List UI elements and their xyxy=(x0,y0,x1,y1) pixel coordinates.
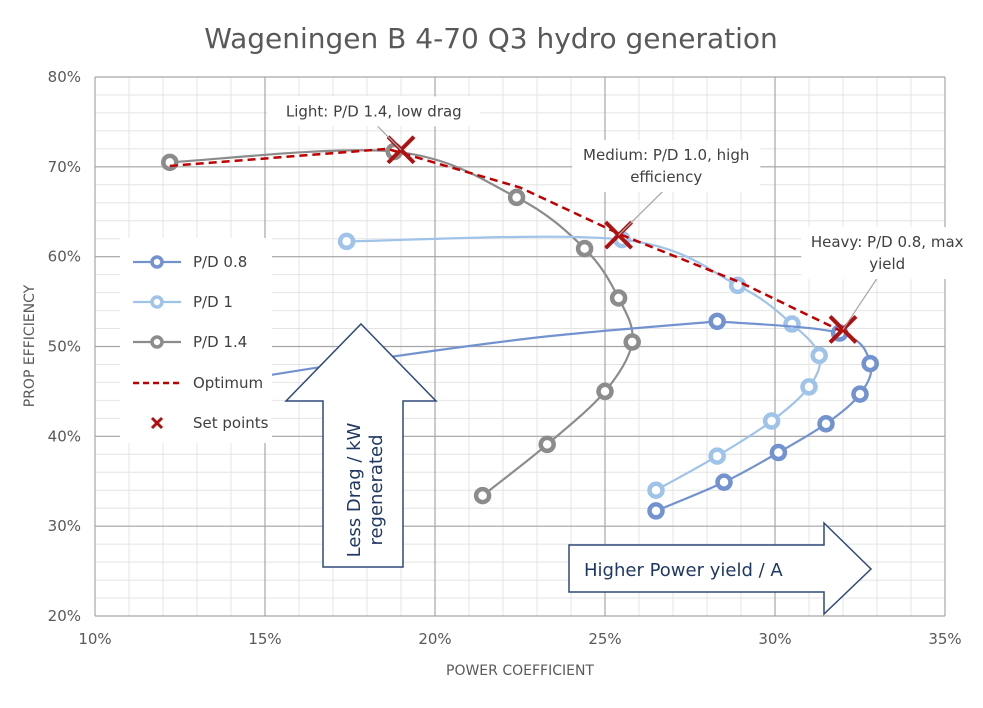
up-arrow-callout-line: Less Drag / kW xyxy=(344,422,365,557)
x-tick-label: 15% xyxy=(248,630,281,648)
legend-box xyxy=(120,238,272,443)
data-point-pd-1 xyxy=(800,378,818,396)
data-point-pd-1 xyxy=(647,481,665,499)
legend-item: P/D 1.4 xyxy=(133,333,247,351)
legend-swatch-marker xyxy=(150,416,164,430)
y-tick-label: 70% xyxy=(48,158,81,176)
data-point-pd-1 xyxy=(810,346,828,365)
legend-swatch-marker xyxy=(150,255,164,269)
annotation-leader-line xyxy=(842,274,880,330)
annotation: Light: P/D 1.4, low drag xyxy=(267,96,481,151)
up-arrow-callout-line: regenerated xyxy=(366,434,387,545)
y-tick-label: 60% xyxy=(48,248,81,266)
annotation-text: Medium: P/D 1.0, high xyxy=(583,146,749,164)
right-arrow-callout-text: Higher Power yield / A xyxy=(584,560,783,581)
data-point-pd-1 xyxy=(762,412,781,430)
x-tick-label: 25% xyxy=(588,630,621,648)
data-point-pd-1-4 xyxy=(473,486,492,505)
x-tick-label: 20% xyxy=(418,630,451,648)
legend-label: Set points xyxy=(193,414,269,432)
up-arrow-callout-text: Less Drag / kWregenerated xyxy=(344,422,387,557)
legend-item: Optimum xyxy=(133,374,263,392)
data-point-pd-0-8 xyxy=(708,312,726,331)
annotation-text: Heavy: P/D 0.8, max xyxy=(811,233,964,251)
annotation-leader-line xyxy=(618,187,667,236)
legend-swatch-marker xyxy=(150,335,164,349)
y-tick-label: 40% xyxy=(48,427,81,445)
annotation: Medium: P/D 1.0, high efficiency xyxy=(572,139,761,236)
data-point-pd-0-8 xyxy=(817,415,835,433)
annotation-layer: Light: P/D 1.4, low drag Medium: P/D 1.0,… xyxy=(267,96,974,330)
legend-item: P/D 0.8 xyxy=(133,253,247,271)
callout-layer: Less Drag / kWregenerated Higher Power yi… xyxy=(284,322,873,616)
data-point-pd-1-4 xyxy=(161,153,179,172)
series-pd-1-4 xyxy=(161,142,641,505)
legend-label: P/D 1 xyxy=(193,293,233,311)
y-tick-label: 20% xyxy=(48,607,81,625)
annotation-leader-line xyxy=(373,121,402,151)
data-point-pd-0-8 xyxy=(851,385,869,403)
annotation-text: Light: P/D 1.4, low drag xyxy=(286,102,462,120)
data-point-pd-0-8 xyxy=(715,473,733,491)
up-arrow-callout xyxy=(284,322,438,568)
data-point-pd-1-4 xyxy=(596,382,614,401)
legend-label: Optimum xyxy=(193,374,263,392)
x-tick-label: 10% xyxy=(78,630,111,648)
y-tick-label: 80% xyxy=(48,68,81,86)
legend-item: Set points xyxy=(150,414,269,432)
legend: P/D 0.8 P/D 1 P/D 1.4 Optimum Set points xyxy=(120,238,272,443)
x-tick-label: 35% xyxy=(928,630,961,648)
series-line-pd-1 xyxy=(346,235,822,492)
data-point-pd-0-8 xyxy=(861,354,879,373)
annotation-box xyxy=(267,96,481,127)
legend-item: P/D 1 xyxy=(133,293,233,311)
legend-label: P/D 0.8 xyxy=(193,253,247,271)
legend-swatch-marker xyxy=(150,295,164,309)
annotation-box xyxy=(801,227,974,280)
axis-ticks: 10% 15% 20% 25% 30% 35% 20% 30% 40% 50% 60% 70% 80% xyxy=(48,68,962,648)
series-line-optimum xyxy=(169,147,841,332)
annotation-text: yield xyxy=(869,255,905,273)
data-point-pd-1-4 xyxy=(575,239,594,258)
y-tick-label: 30% xyxy=(48,517,81,535)
data-point-pd-1 xyxy=(708,447,726,465)
data-point-pd-1-4 xyxy=(507,188,526,207)
annotation: Heavy: P/D 0.8, max yield xyxy=(801,227,974,330)
data-point-pd-1-4 xyxy=(538,435,556,454)
series-optimum xyxy=(169,147,841,332)
right-arrow-callout xyxy=(568,521,873,616)
data-point-pd-1-4 xyxy=(609,289,628,307)
data-point-pd-1-4 xyxy=(623,333,641,351)
annotation-box xyxy=(572,139,761,192)
x-tick-label: 30% xyxy=(758,630,791,648)
data-point-pd-0-8 xyxy=(769,443,788,462)
y-axis-label: PROP EFFICIENCY xyxy=(22,284,38,407)
data-point-pd-0-8 xyxy=(647,502,665,520)
series-layer xyxy=(161,135,879,520)
legend-label: P/D 1.4 xyxy=(193,333,247,351)
data-point-pd-1 xyxy=(337,232,356,251)
series-line-pd-1-4 xyxy=(169,149,634,497)
annotation-text: efficiency xyxy=(630,168,702,186)
y-tick-label: 50% xyxy=(48,338,81,356)
chart-title: Wageningen B 4-70 Q3 hydro generation xyxy=(204,22,778,55)
x-axis-label: POWER COEFFICIENT xyxy=(446,663,594,679)
data-point-pd-1 xyxy=(783,315,801,333)
